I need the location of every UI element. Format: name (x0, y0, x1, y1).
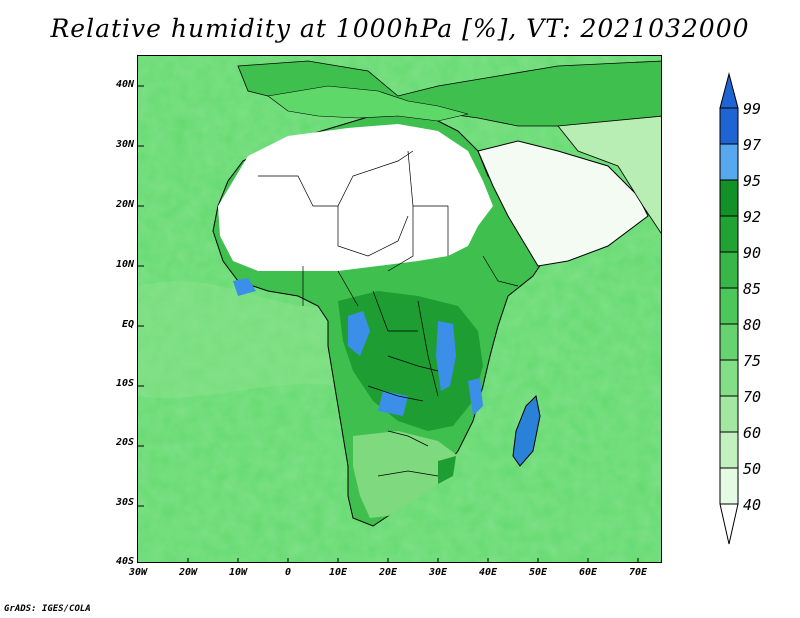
colorbar-label-50: 50 (743, 460, 762, 478)
lat-label-20s: 20S (115, 437, 134, 448)
lon-label-50e: 50E (528, 567, 548, 578)
madagascar (512, 394, 541, 467)
lat-label-40n: 40N (115, 79, 134, 90)
lon-label-40e: 40E (478, 567, 498, 578)
humidity-patch-blue (436, 321, 456, 391)
colorbar-label-85: 85 (743, 280, 762, 298)
colorbar-segment (719, 467, 739, 505)
colorbar-label-40: 40 (743, 496, 762, 514)
mediterranean (267, 85, 469, 122)
colorbar-segment (719, 359, 739, 397)
lon-label-70e: 70E (628, 567, 648, 578)
lon-label-20w: 20W (178, 567, 198, 578)
southern-africa-field (353, 431, 458, 518)
grid-ticks (138, 85, 639, 562)
humidity-patch-blue (378, 391, 408, 416)
colorbar-label-95: 95 (743, 172, 762, 190)
colorbar-label-70: 70 (743, 388, 762, 406)
colorbar-label-60: 60 (743, 424, 762, 442)
colorbar-segment (719, 395, 739, 433)
plot-title: Relative humidity at 1000hPa [%], VT: 20… (50, 14, 750, 43)
colorbar-bottom-arrow (719, 503, 739, 545)
colorbar-label-92: 92 (743, 208, 762, 226)
colorbar-label-90: 90 (743, 244, 762, 262)
humidity-map (138, 56, 661, 562)
lon-label-60e: 60E (578, 567, 598, 578)
humidity-patch-blue (348, 311, 370, 356)
iran-region (557, 115, 661, 234)
arabia-landmass (477, 140, 649, 267)
map-area (137, 55, 662, 563)
colorbar-segment (719, 179, 739, 217)
humidity-patch-blue (468, 378, 483, 416)
colorbar-label-97: 97 (743, 136, 762, 154)
colorbar (719, 72, 739, 545)
lat-label-30s: 30S (115, 497, 134, 508)
colorbar-label-99: 99 (743, 100, 762, 118)
colorbar-segment (719, 251, 739, 289)
lat-label-20n: 20N (115, 199, 134, 210)
colorbar-segment (719, 215, 739, 253)
lat-label-eq: EQ (121, 319, 134, 330)
southern-africa-wet (438, 456, 456, 484)
credit-text: GrADS: IGES/COLA (4, 604, 91, 614)
lat-label-30n: 30N (115, 139, 134, 150)
lat-label-10n: 10N (115, 259, 134, 270)
colorbar-top-arrow (719, 72, 739, 109)
humidity-patch-blue (233, 278, 256, 296)
ocean-lighter-band (138, 281, 338, 399)
colorbar-segment (719, 323, 739, 361)
country-borders (258, 150, 519, 477)
lon-label-20e: 20E (378, 567, 398, 578)
lon-label-30e: 30E (428, 567, 448, 578)
colorbar-segment (719, 287, 739, 325)
sahara-dry-zone (218, 124, 493, 271)
lon-label-30w: 30W (128, 567, 148, 578)
lat-label-40s: 40S (115, 556, 134, 567)
colorbar-segment (719, 431, 739, 469)
colorbar-label-75: 75 (743, 352, 762, 370)
colorbar-label-80: 80 (743, 316, 762, 334)
colorbar-segment (719, 143, 739, 181)
colorbar-segment (719, 107, 739, 145)
lat-label-10s: 10S (115, 378, 134, 389)
lon-label-0: 0 (284, 567, 292, 578)
lon-label-10e: 10E (328, 567, 348, 578)
lon-label-10w: 10W (228, 567, 248, 578)
